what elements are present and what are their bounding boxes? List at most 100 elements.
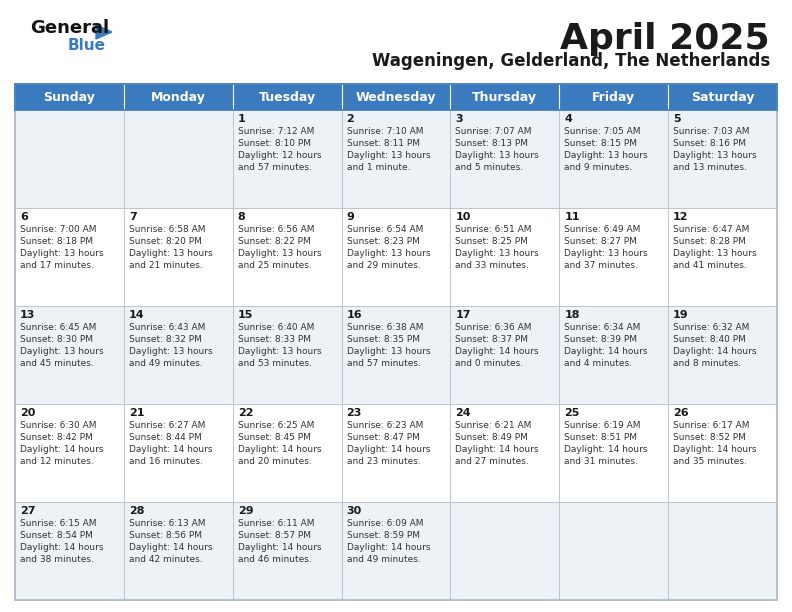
Text: Tuesday: Tuesday xyxy=(258,91,316,103)
Text: 8: 8 xyxy=(238,212,246,222)
Text: 3: 3 xyxy=(455,114,463,124)
Bar xyxy=(15,84,777,600)
Bar xyxy=(124,84,233,110)
Text: Sunrise: 6:56 AM
Sunset: 8:22 PM
Daylight: 13 hours
and 25 minutes.: Sunrise: 6:56 AM Sunset: 8:22 PM Dayligh… xyxy=(238,225,322,271)
Text: Sunday: Sunday xyxy=(44,91,95,103)
Bar xyxy=(451,502,559,600)
Text: Saturday: Saturday xyxy=(691,91,754,103)
Bar xyxy=(451,84,559,110)
Bar xyxy=(124,404,233,502)
Bar xyxy=(341,306,451,404)
Text: Sunrise: 6:38 AM
Sunset: 8:35 PM
Daylight: 13 hours
and 57 minutes.: Sunrise: 6:38 AM Sunset: 8:35 PM Dayligh… xyxy=(347,323,430,368)
Bar xyxy=(15,306,124,404)
Bar xyxy=(341,404,451,502)
Text: Sunrise: 6:43 AM
Sunset: 8:32 PM
Daylight: 13 hours
and 49 minutes.: Sunrise: 6:43 AM Sunset: 8:32 PM Dayligh… xyxy=(129,323,212,368)
Text: April 2025: April 2025 xyxy=(561,22,770,56)
Text: Sunrise: 7:05 AM
Sunset: 8:15 PM
Daylight: 13 hours
and 9 minutes.: Sunrise: 7:05 AM Sunset: 8:15 PM Dayligh… xyxy=(564,127,648,173)
Text: 12: 12 xyxy=(673,212,688,222)
Text: Sunrise: 6:54 AM
Sunset: 8:23 PM
Daylight: 13 hours
and 29 minutes.: Sunrise: 6:54 AM Sunset: 8:23 PM Dayligh… xyxy=(347,225,430,271)
Text: 24: 24 xyxy=(455,408,471,418)
Bar xyxy=(233,502,341,600)
Text: 27: 27 xyxy=(20,506,36,516)
Bar xyxy=(668,306,777,404)
Text: Sunrise: 6:15 AM
Sunset: 8:54 PM
Daylight: 14 hours
and 38 minutes.: Sunrise: 6:15 AM Sunset: 8:54 PM Dayligh… xyxy=(20,519,104,564)
Bar xyxy=(233,404,341,502)
Text: 19: 19 xyxy=(673,310,689,320)
Text: Sunrise: 7:07 AM
Sunset: 8:13 PM
Daylight: 13 hours
and 5 minutes.: Sunrise: 7:07 AM Sunset: 8:13 PM Dayligh… xyxy=(455,127,539,173)
Text: Sunrise: 6:49 AM
Sunset: 8:27 PM
Daylight: 13 hours
and 37 minutes.: Sunrise: 6:49 AM Sunset: 8:27 PM Dayligh… xyxy=(564,225,648,271)
Text: 14: 14 xyxy=(129,310,144,320)
Text: 21: 21 xyxy=(129,408,144,418)
Text: General: General xyxy=(30,19,109,37)
Bar xyxy=(668,404,777,502)
Bar xyxy=(15,84,777,110)
Bar xyxy=(15,502,124,600)
Text: Sunrise: 6:17 AM
Sunset: 8:52 PM
Daylight: 14 hours
and 35 minutes.: Sunrise: 6:17 AM Sunset: 8:52 PM Dayligh… xyxy=(673,421,756,466)
Bar xyxy=(124,306,233,404)
Text: 30: 30 xyxy=(347,506,362,516)
Text: 17: 17 xyxy=(455,310,471,320)
Bar xyxy=(451,208,559,306)
Text: Sunrise: 6:36 AM
Sunset: 8:37 PM
Daylight: 14 hours
and 0 minutes.: Sunrise: 6:36 AM Sunset: 8:37 PM Dayligh… xyxy=(455,323,539,368)
Text: Sunrise: 6:11 AM
Sunset: 8:57 PM
Daylight: 14 hours
and 46 minutes.: Sunrise: 6:11 AM Sunset: 8:57 PM Dayligh… xyxy=(238,519,322,564)
Text: Sunrise: 6:47 AM
Sunset: 8:28 PM
Daylight: 13 hours
and 41 minutes.: Sunrise: 6:47 AM Sunset: 8:28 PM Dayligh… xyxy=(673,225,757,271)
Bar xyxy=(233,306,341,404)
Text: Sunrise: 6:19 AM
Sunset: 8:51 PM
Daylight: 14 hours
and 31 minutes.: Sunrise: 6:19 AM Sunset: 8:51 PM Dayligh… xyxy=(564,421,648,466)
Bar xyxy=(341,208,451,306)
Text: 4: 4 xyxy=(564,114,572,124)
Bar xyxy=(124,110,233,208)
Bar xyxy=(451,110,559,208)
Text: Sunrise: 6:32 AM
Sunset: 8:40 PM
Daylight: 14 hours
and 8 minutes.: Sunrise: 6:32 AM Sunset: 8:40 PM Dayligh… xyxy=(673,323,756,368)
Text: Sunrise: 6:21 AM
Sunset: 8:49 PM
Daylight: 14 hours
and 27 minutes.: Sunrise: 6:21 AM Sunset: 8:49 PM Dayligh… xyxy=(455,421,539,466)
Text: 6: 6 xyxy=(20,212,28,222)
Text: Sunrise: 6:27 AM
Sunset: 8:44 PM
Daylight: 14 hours
and 16 minutes.: Sunrise: 6:27 AM Sunset: 8:44 PM Dayligh… xyxy=(129,421,212,466)
Text: 15: 15 xyxy=(238,310,253,320)
Bar xyxy=(341,84,451,110)
Bar xyxy=(15,84,124,110)
Text: Sunrise: 6:23 AM
Sunset: 8:47 PM
Daylight: 14 hours
and 23 minutes.: Sunrise: 6:23 AM Sunset: 8:47 PM Dayligh… xyxy=(347,421,430,466)
Text: 2: 2 xyxy=(347,114,354,124)
Bar xyxy=(15,110,124,208)
Text: 1: 1 xyxy=(238,114,246,124)
Text: 9: 9 xyxy=(347,212,355,222)
Bar xyxy=(124,502,233,600)
Text: 25: 25 xyxy=(564,408,580,418)
Bar xyxy=(451,404,559,502)
Bar xyxy=(233,208,341,306)
Text: Sunrise: 7:03 AM
Sunset: 8:16 PM
Daylight: 13 hours
and 13 minutes.: Sunrise: 7:03 AM Sunset: 8:16 PM Dayligh… xyxy=(673,127,757,173)
Text: 28: 28 xyxy=(129,506,144,516)
Text: 16: 16 xyxy=(347,310,362,320)
Text: Sunrise: 6:13 AM
Sunset: 8:56 PM
Daylight: 14 hours
and 42 minutes.: Sunrise: 6:13 AM Sunset: 8:56 PM Dayligh… xyxy=(129,519,212,564)
Text: Monday: Monday xyxy=(150,91,206,103)
Text: Wednesday: Wednesday xyxy=(356,91,436,103)
Bar xyxy=(668,208,777,306)
Text: 5: 5 xyxy=(673,114,681,124)
Text: Blue: Blue xyxy=(68,38,106,53)
Bar xyxy=(341,502,451,600)
Bar xyxy=(668,84,777,110)
Polygon shape xyxy=(96,25,112,39)
Text: Sunrise: 7:12 AM
Sunset: 8:10 PM
Daylight: 12 hours
and 57 minutes.: Sunrise: 7:12 AM Sunset: 8:10 PM Dayligh… xyxy=(238,127,322,173)
Text: 18: 18 xyxy=(564,310,580,320)
Text: 10: 10 xyxy=(455,212,470,222)
Text: Wageningen, Gelderland, The Netherlands: Wageningen, Gelderland, The Netherlands xyxy=(371,52,770,70)
Text: Sunrise: 6:25 AM
Sunset: 8:45 PM
Daylight: 14 hours
and 20 minutes.: Sunrise: 6:25 AM Sunset: 8:45 PM Dayligh… xyxy=(238,421,322,466)
Text: Sunrise: 6:51 AM
Sunset: 8:25 PM
Daylight: 13 hours
and 33 minutes.: Sunrise: 6:51 AM Sunset: 8:25 PM Dayligh… xyxy=(455,225,539,271)
Text: Sunrise: 6:45 AM
Sunset: 8:30 PM
Daylight: 13 hours
and 45 minutes.: Sunrise: 6:45 AM Sunset: 8:30 PM Dayligh… xyxy=(20,323,104,368)
Text: 29: 29 xyxy=(238,506,253,516)
Text: 13: 13 xyxy=(20,310,36,320)
Text: 26: 26 xyxy=(673,408,689,418)
Bar xyxy=(668,502,777,600)
Bar xyxy=(559,306,668,404)
Text: 7: 7 xyxy=(129,212,136,222)
Bar xyxy=(559,502,668,600)
Text: 23: 23 xyxy=(347,408,362,418)
Bar xyxy=(451,306,559,404)
Bar xyxy=(559,208,668,306)
Text: Sunrise: 6:30 AM
Sunset: 8:42 PM
Daylight: 14 hours
and 12 minutes.: Sunrise: 6:30 AM Sunset: 8:42 PM Dayligh… xyxy=(20,421,104,466)
Text: Sunrise: 6:58 AM
Sunset: 8:20 PM
Daylight: 13 hours
and 21 minutes.: Sunrise: 6:58 AM Sunset: 8:20 PM Dayligh… xyxy=(129,225,212,271)
Bar xyxy=(668,110,777,208)
Bar xyxy=(559,110,668,208)
Text: 20: 20 xyxy=(20,408,36,418)
Text: Sunrise: 6:40 AM
Sunset: 8:33 PM
Daylight: 13 hours
and 53 minutes.: Sunrise: 6:40 AM Sunset: 8:33 PM Dayligh… xyxy=(238,323,322,368)
